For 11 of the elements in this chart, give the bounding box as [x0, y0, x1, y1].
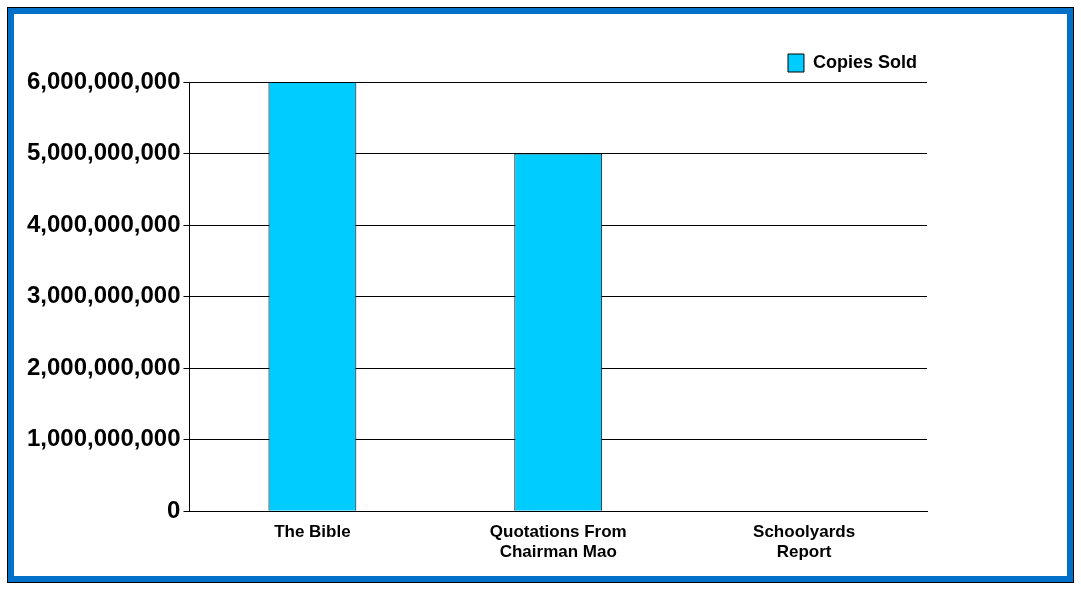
legend-label: Copies Sold: [812, 51, 918, 72]
x-tick-label: Schoolyards Report: [753, 522, 856, 562]
y-tick-label: 4,000,000,000: [27, 209, 181, 237]
y-tick-label: 3,000,000,000: [27, 281, 181, 309]
x-tick-label: The Bible: [274, 522, 351, 542]
y-tick-label: 5,000,000,000: [27, 138, 181, 166]
y-tick-label: 2,000,000,000: [27, 352, 181, 380]
y-tick-label: 6,000,000,000: [27, 66, 181, 94]
y-tick-label: 1,000,000,000: [27, 424, 181, 452]
x-tick-label: Quotations From Chairman Mao: [489, 522, 627, 562]
y-tick-label: 0: [167, 495, 181, 523]
